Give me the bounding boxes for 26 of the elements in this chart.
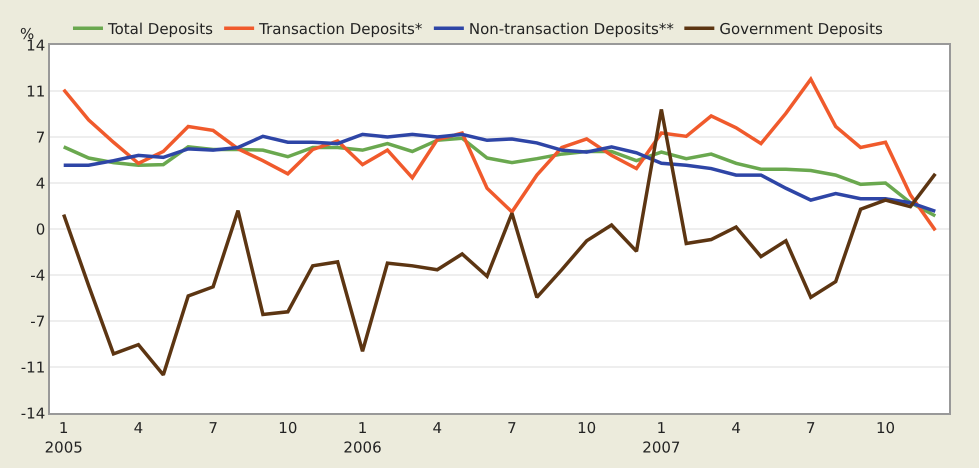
y-tick-label: -11: [20, 358, 46, 376]
x-tick-label: 1 2006: [343, 418, 382, 456]
y-tick-label: -7: [30, 312, 46, 330]
x-tick-label: 10: [577, 418, 596, 437]
legend-label: Government Deposits: [719, 20, 883, 38]
y-tick-label: 7: [36, 128, 46, 146]
legend-label: Non-transaction Deposits**: [468, 20, 674, 38]
line-series: [62, 77, 938, 232]
x-tick-label: 1 2007: [642, 418, 680, 456]
y-tick-label: -4: [30, 266, 46, 284]
x-tick-label: 7: [806, 418, 816, 437]
y-tick-label: -14: [20, 404, 46, 422]
x-tick-label: 10: [278, 418, 298, 437]
x-tick-label: 4: [731, 418, 741, 437]
y-tick-label: 4: [36, 174, 46, 192]
x-tick-label: 4: [432, 418, 442, 437]
line-series: [62, 108, 938, 377]
x-tick-label: 10: [876, 418, 896, 437]
y-tick-label: 11: [26, 82, 46, 100]
y-tick-label: 0: [36, 220, 46, 238]
x-tick-label: 7: [507, 418, 517, 437]
x-tick-label: 7: [208, 418, 218, 437]
x-tick-label: 4: [134, 418, 144, 437]
legend-label: Transaction Deposits*: [258, 20, 423, 38]
x-tick-label: 1 2005: [44, 418, 83, 456]
legend-label: Total Deposits: [106, 20, 214, 38]
